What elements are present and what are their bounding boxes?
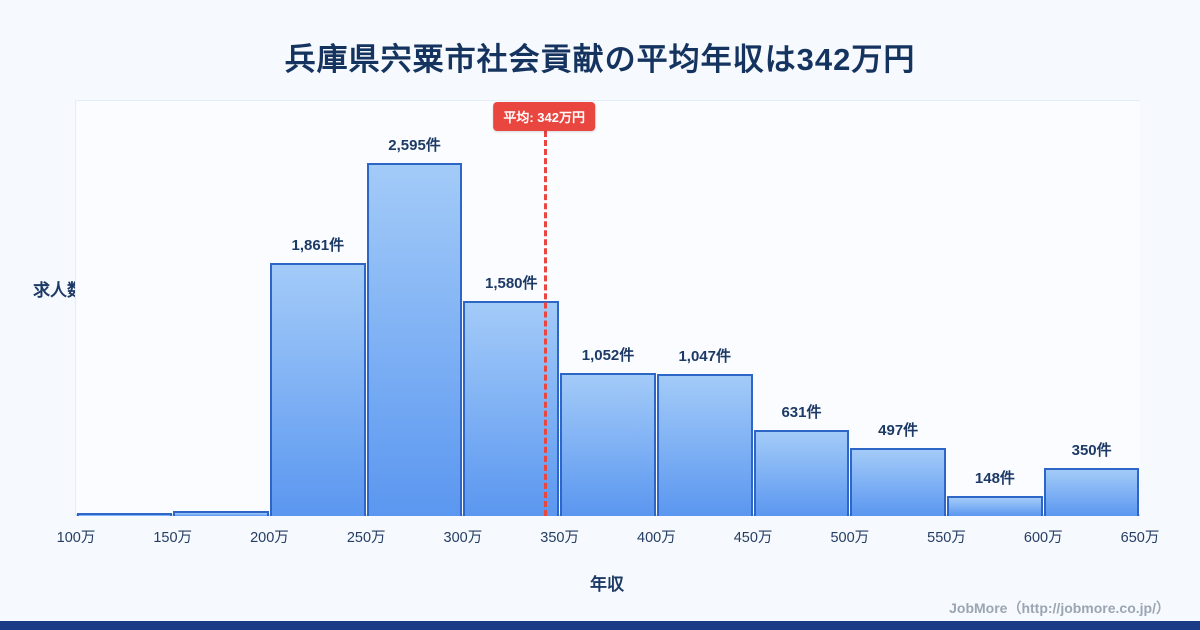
x-tick-label: 650万	[1120, 530, 1160, 546]
watermark: JobMore（http://jobmore.co.jp/）	[949, 600, 1170, 616]
x-tick-label: 500万	[830, 530, 870, 546]
x-tick-label: 250万	[346, 530, 386, 546]
y-axis-label: 求人数	[33, 281, 84, 300]
x-tick-label: 300万	[443, 530, 483, 546]
chart-title: 兵庫県宍粟市社会貢献の平均年収は342万円	[284, 42, 916, 77]
bar-value-label: 497件	[878, 422, 919, 439]
x-axis-label: 年収	[590, 575, 624, 594]
bar-300万-350万	[463, 301, 560, 516]
x-tick-label: 150万	[153, 530, 193, 546]
bar-value-label: 2,595件	[388, 137, 441, 154]
footer-accent-bar	[0, 621, 1200, 630]
bar-200万-250万	[269, 263, 366, 516]
plot-area: 平均: 342万円 1,861件 2,595件 1,580件 1,052件 1,047件…	[57, 100, 1159, 546]
average-badge: 平均: 342万円	[493, 102, 595, 131]
bar-value-label: 1,580件	[484, 275, 538, 292]
x-tick-label: 450万	[733, 530, 773, 546]
x-tick-label: 600万	[1023, 530, 1063, 546]
x-tick-label: 100万	[56, 530, 96, 546]
bar-550万-600万	[947, 496, 1043, 516]
bar-450万-500万	[753, 430, 850, 516]
bar-400万-450万	[656, 374, 753, 516]
bar-value-label: 1,861件	[291, 237, 345, 254]
bar-150万-200万	[173, 511, 269, 516]
x-tick-label: 200万	[250, 530, 289, 546]
x-tick-label: 350万	[540, 530, 579, 546]
bar-value-label: 1,052件	[581, 347, 635, 364]
bar-value-label: 631件	[781, 404, 822, 421]
bar-500万-550万	[850, 448, 947, 516]
bar-250万-300万	[366, 163, 463, 516]
x-tick-label: 550万	[927, 530, 966, 546]
bar-600万-650万	[1043, 468, 1140, 516]
bar-value-label: 148件	[974, 470, 1015, 487]
average-line	[544, 131, 548, 516]
bar-value-label: 350件	[1071, 442, 1112, 459]
bar-100万-150万	[76, 513, 173, 516]
x-tick-label: 400万	[637, 530, 676, 546]
bar-value-label: 1,047件	[678, 348, 731, 365]
bar-350万-400万	[560, 373, 656, 516]
